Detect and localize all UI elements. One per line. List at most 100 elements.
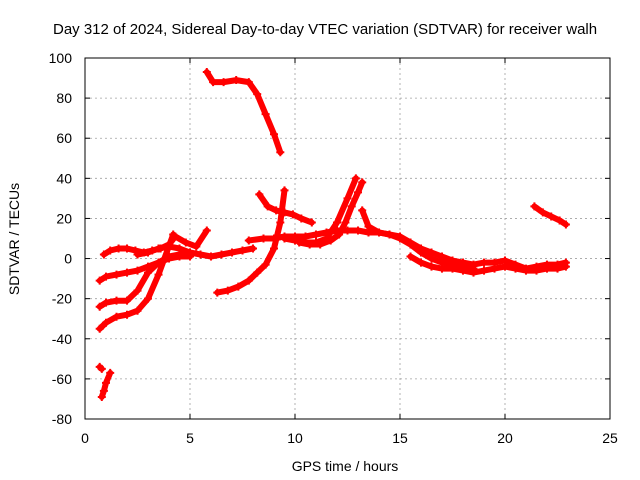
data-point — [102, 272, 110, 281]
data-point — [175, 244, 184, 253]
data-point — [95, 324, 104, 333]
data-point — [276, 148, 285, 157]
data-point — [406, 252, 415, 261]
data-point — [427, 254, 436, 263]
data-point — [232, 76, 241, 85]
data-point — [561, 258, 570, 267]
data-point — [196, 250, 205, 259]
y-tick-label: 40 — [56, 170, 72, 186]
series-arc-2 — [97, 368, 115, 401]
data-point — [228, 248, 236, 257]
data-point — [181, 238, 190, 247]
data-point — [343, 194, 352, 203]
data-point — [261, 110, 270, 119]
data-point — [358, 206, 367, 215]
data-point — [316, 240, 325, 249]
data-point — [144, 248, 152, 257]
series-arc-4 — [95, 230, 178, 333]
data-point — [154, 244, 163, 253]
data-point — [175, 252, 184, 261]
data-point — [99, 250, 108, 259]
y-tick-label: -80 — [52, 411, 72, 427]
data-point — [123, 310, 131, 319]
data-point — [213, 288, 222, 297]
chart-title: Day 312 of 2024, Sidereal Day-to-day VTE… — [53, 21, 597, 38]
data-point — [480, 266, 488, 275]
data-point — [417, 248, 425, 257]
data-point — [112, 312, 121, 321]
data-point — [532, 262, 541, 271]
data-point — [102, 378, 110, 387]
data-point — [209, 78, 218, 87]
data-point — [171, 232, 180, 241]
data-point — [343, 226, 352, 235]
data-point — [202, 226, 211, 235]
series-arc-1 — [202, 68, 285, 157]
data-point — [358, 178, 367, 187]
y-axis-label: SDTVAR / TECUs — [6, 183, 22, 295]
y-tick-label: 100 — [49, 50, 73, 66]
data-point — [438, 258, 446, 267]
data-point — [97, 392, 106, 401]
data-point — [234, 282, 243, 291]
x-tick-label: 0 — [81, 430, 89, 446]
data-point — [335, 230, 344, 239]
y-tick-label: -60 — [52, 371, 72, 387]
data-point — [112, 270, 121, 279]
data-point — [165, 254, 173, 263]
data-point — [280, 234, 289, 243]
data-point — [133, 306, 142, 315]
series-arc-13 — [295, 178, 367, 249]
data-point — [207, 252, 215, 261]
data-point — [555, 216, 564, 225]
series-layer — [95, 68, 570, 401]
data-point — [351, 174, 360, 183]
data-point — [347, 202, 356, 211]
x-tick-label: 15 — [392, 430, 408, 446]
series-arc-6 — [95, 252, 194, 285]
data-point — [354, 226, 362, 235]
y-tick-label: 0 — [64, 251, 72, 267]
data-point — [312, 230, 320, 239]
data-point — [280, 186, 289, 195]
data-point — [326, 236, 335, 245]
data-point — [547, 212, 556, 221]
data-point — [114, 244, 123, 253]
data-point — [255, 190, 264, 199]
data-point — [223, 286, 232, 295]
series-arc-8 — [133, 242, 257, 261]
data-point — [244, 276, 253, 285]
data-point — [202, 68, 211, 77]
data-point — [469, 268, 478, 277]
series-arc-9 — [213, 186, 289, 297]
data-point — [192, 242, 201, 251]
data-point — [341, 218, 350, 227]
data-point — [280, 208, 289, 217]
data-point — [530, 202, 539, 211]
data-point — [490, 258, 499, 267]
data-point — [263, 202, 272, 211]
data-point — [144, 262, 152, 271]
data-point — [469, 260, 478, 269]
data-point — [244, 78, 253, 87]
data-point — [261, 260, 270, 269]
series-arc-17 — [438, 256, 570, 273]
data-point — [543, 260, 551, 269]
data-point — [459, 266, 467, 275]
data-point — [99, 386, 108, 395]
data-point — [244, 236, 253, 245]
x-axis-label: GPS time / hours — [292, 458, 399, 474]
data-point — [133, 266, 142, 275]
series-arc-18 — [530, 202, 570, 229]
data-point — [186, 248, 194, 257]
data-point — [427, 262, 436, 271]
data-point — [253, 90, 262, 99]
data-point — [102, 298, 110, 307]
data-point — [480, 258, 488, 267]
data-point — [106, 368, 115, 377]
y-tick-label: 20 — [56, 210, 72, 226]
x-tick-label: 10 — [287, 430, 303, 446]
grid-lines — [85, 58, 610, 419]
data-point — [238, 246, 247, 255]
